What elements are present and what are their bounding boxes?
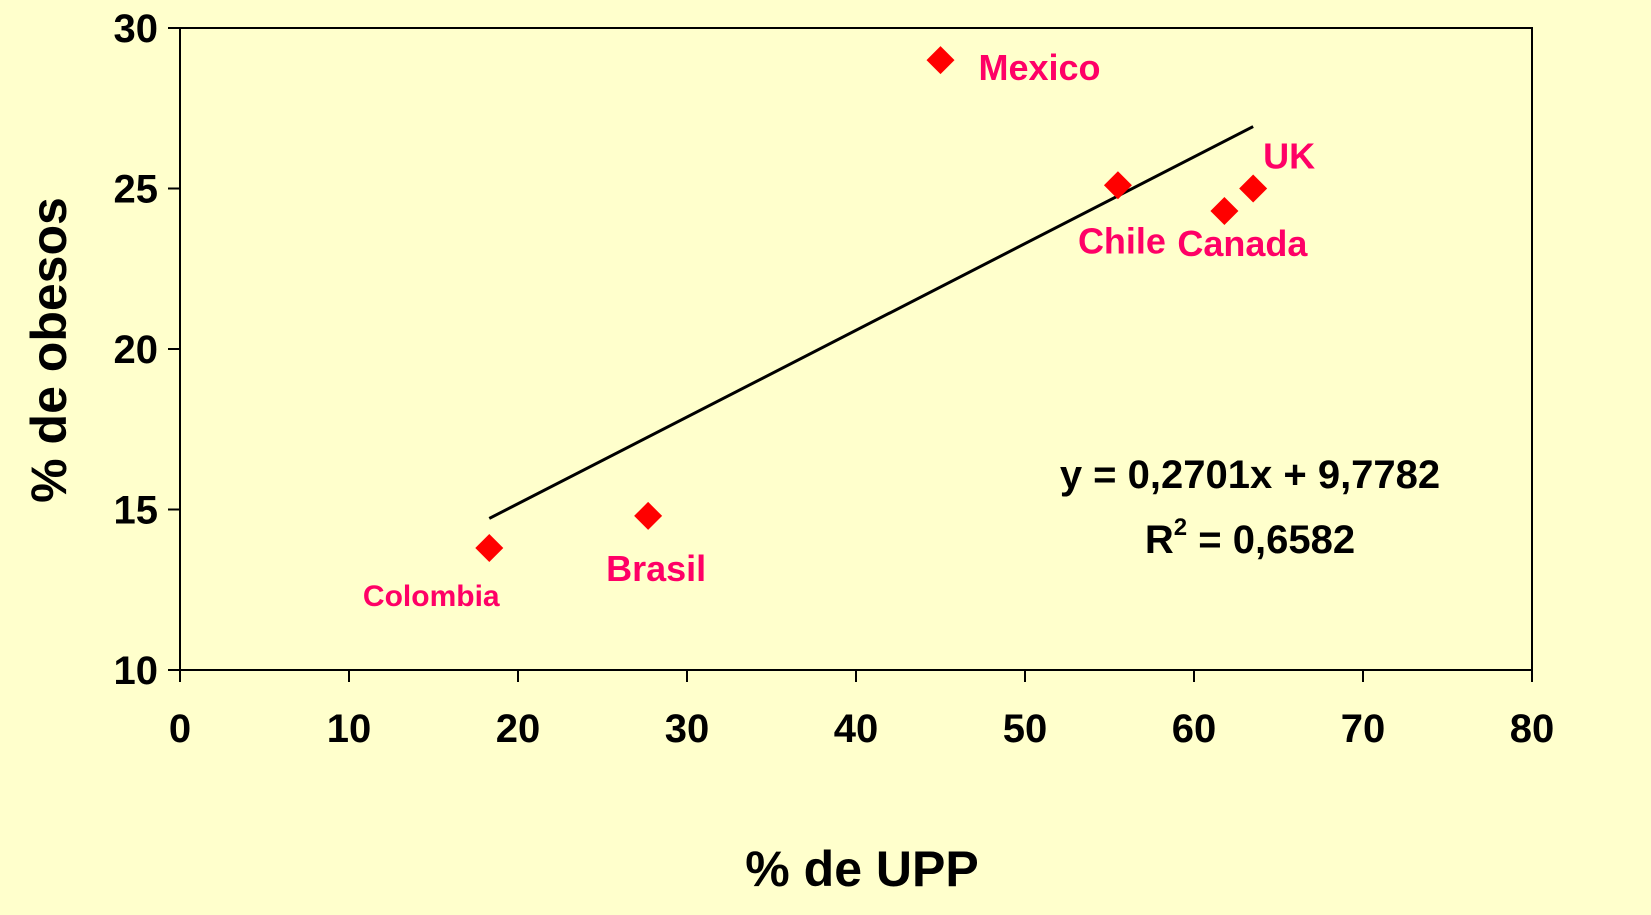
x-tick-label: 30	[665, 707, 710, 751]
trendline-equation: y = 0,2701x + 9,7782	[1060, 453, 1440, 497]
point-label-canada: Canada	[1177, 223, 1308, 264]
x-tick-label: 60	[1172, 707, 1217, 751]
x-tick-label: 80	[1510, 707, 1555, 751]
x-tick-label: 10	[327, 707, 372, 751]
y-tick-label: 20	[114, 328, 159, 372]
y-tick-label: 10	[114, 649, 159, 693]
trendline	[488, 125, 1254, 520]
point-label-uk: UK	[1263, 136, 1315, 177]
data-point-mexico	[926, 46, 955, 75]
point-label-chile: Chile	[1078, 220, 1166, 261]
r-squared-label: R2 = 0,6582	[1145, 514, 1355, 562]
point-label-brasil: Brasil	[606, 548, 706, 589]
x-tick-label: 70	[1341, 707, 1386, 751]
r-squared-exponent: 2	[1174, 514, 1187, 541]
x-axis-label: % de UPP	[745, 841, 978, 897]
point-label-colombia: Colombia	[363, 580, 500, 613]
y-tick-label: 25	[114, 168, 159, 212]
x-tick-label: 50	[1003, 707, 1048, 751]
data-point-colombia	[475, 534, 504, 563]
x-tick-label: 0	[169, 707, 191, 751]
y-tick-label: 15	[114, 489, 159, 533]
x-tick-label: 40	[834, 707, 879, 751]
y-tick-label: 30	[114, 7, 159, 51]
r-squared-value: = 0,6582	[1187, 518, 1355, 562]
y-axis-label: % de obesos	[21, 197, 77, 503]
x-tick-label: 20	[496, 707, 541, 751]
point-label-mexico: Mexico	[979, 47, 1101, 88]
data-point-uk	[1239, 174, 1268, 203]
data-point-canada	[1210, 196, 1239, 225]
data-point-brasil	[634, 501, 663, 530]
data-point-chile	[1103, 171, 1132, 200]
r-squared-letter: R	[1145, 518, 1174, 562]
